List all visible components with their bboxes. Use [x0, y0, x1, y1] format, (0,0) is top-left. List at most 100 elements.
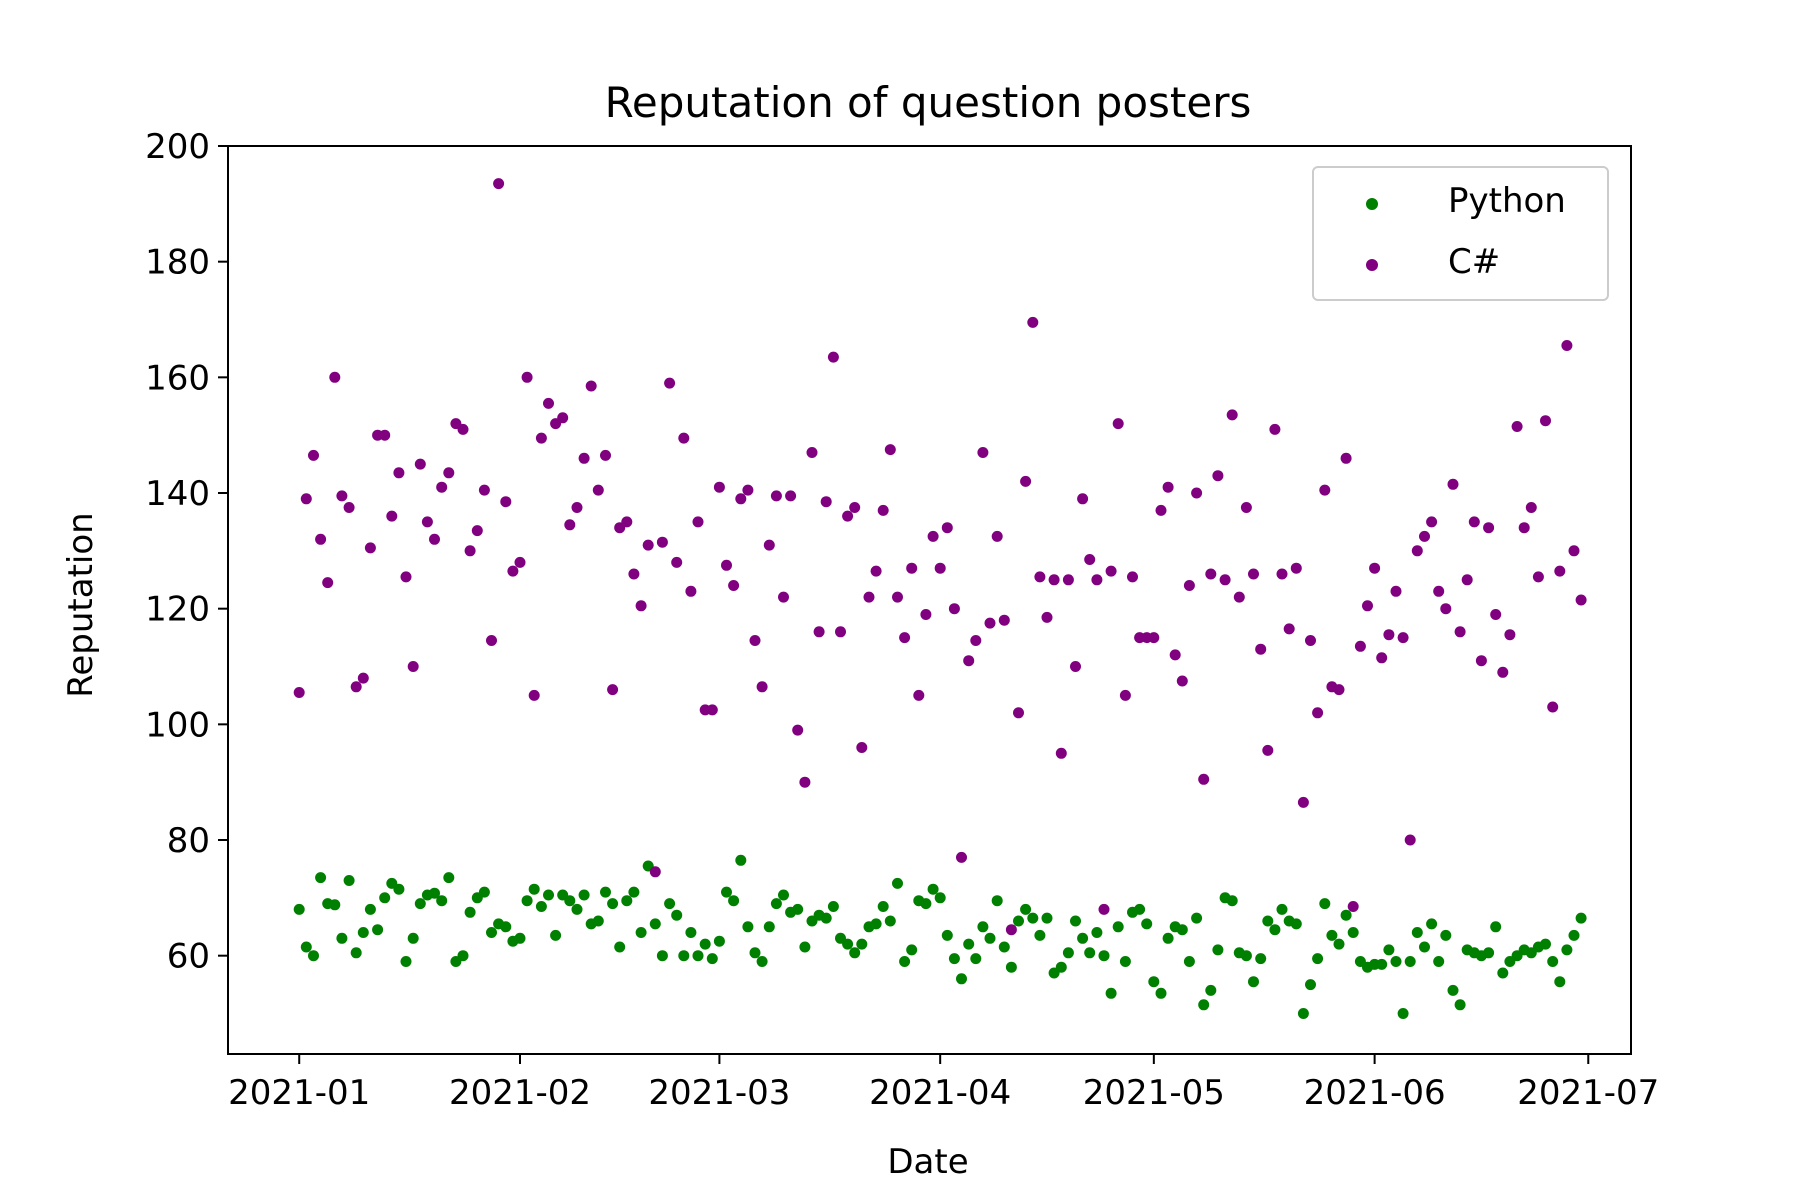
data-point [486, 927, 497, 938]
data-point [1297, 1008, 1309, 1019]
data-point [300, 493, 312, 505]
data-point [742, 484, 754, 496]
data-point [1226, 895, 1238, 907]
data-point [329, 371, 341, 383]
data-point [713, 481, 725, 493]
data-point [628, 568, 640, 580]
legend-marker-csharp [1366, 259, 1378, 271]
data-point [892, 877, 903, 889]
data-point [678, 950, 690, 962]
data-point [1347, 927, 1359, 938]
y-axis: 60 80 100 120 140 160 180 200 [145, 127, 228, 977]
data-point [1475, 655, 1487, 667]
data-point [1141, 918, 1153, 930]
data-point [1055, 747, 1067, 759]
data-point [899, 956, 911, 967]
data-point [1162, 481, 1174, 493]
data-point [1547, 701, 1559, 713]
data-point [1340, 452, 1352, 464]
data-point [300, 941, 312, 953]
data-point [1084, 947, 1096, 959]
data-point [315, 872, 327, 884]
data-point [1176, 675, 1188, 687]
data-point [478, 886, 490, 898]
data-point [528, 689, 540, 701]
data-point [386, 510, 398, 522]
data-point [464, 906, 476, 918]
data-point [1554, 976, 1566, 988]
data-point [770, 490, 782, 502]
data-point [507, 565, 519, 577]
data-point [906, 562, 918, 574]
data-point [1333, 938, 1345, 950]
data-point [343, 875, 355, 886]
data-point [1198, 773, 1210, 785]
data-point [336, 490, 348, 502]
data-point [1419, 530, 1430, 542]
data-point [877, 901, 889, 912]
data-point [1169, 649, 1181, 661]
data-point [293, 903, 305, 915]
data-point [998, 941, 1010, 953]
data-point [1490, 921, 1502, 933]
data-point [664, 898, 676, 910]
data-point [870, 565, 882, 577]
data-point [1440, 929, 1452, 941]
data-point [471, 525, 483, 537]
data-point [350, 947, 362, 959]
data-point [1255, 643, 1267, 655]
data-point [592, 484, 604, 496]
data-point [1411, 927, 1423, 938]
data-point [1191, 912, 1203, 924]
data-point [1540, 415, 1551, 427]
data-point [564, 895, 576, 907]
legend-label-csharp: C# [1448, 242, 1500, 282]
data-point [1305, 979, 1316, 991]
data-point [607, 684, 619, 696]
data-point [543, 889, 554, 901]
data-point [1155, 504, 1167, 516]
data-point [1511, 421, 1523, 432]
data-point [614, 941, 626, 953]
data-point [1454, 626, 1466, 638]
data-point [742, 921, 754, 933]
plot-area-frame [227, 145, 1632, 1055]
data-point [1205, 568, 1217, 580]
data-point [628, 886, 640, 898]
data-point [336, 932, 348, 944]
data-point [429, 887, 440, 899]
data-point [849, 502, 861, 513]
data-point [414, 458, 426, 470]
data-point [813, 626, 825, 638]
data-point [543, 397, 554, 409]
data-point [1376, 958, 1388, 970]
data-point [1525, 502, 1537, 513]
series-python [293, 854, 1587, 1019]
data-point [1305, 635, 1316, 646]
data-point [1112, 921, 1124, 933]
data-point [1048, 574, 1060, 586]
data-point [1262, 744, 1274, 756]
data-point [827, 901, 839, 912]
data-point [656, 950, 668, 962]
data-point [1070, 915, 1081, 927]
data-point [963, 938, 975, 950]
data-point [329, 899, 341, 911]
data-point [1119, 956, 1131, 967]
data-point [1340, 909, 1352, 921]
data-point [849, 947, 861, 959]
data-point [749, 947, 761, 959]
data-point [379, 429, 391, 441]
data-point [357, 927, 369, 938]
data-point [927, 883, 939, 895]
data-point [820, 496, 832, 508]
data-point [1554, 565, 1566, 577]
data-point [1148, 632, 1160, 644]
data-point [400, 956, 412, 967]
data-point [1326, 929, 1338, 941]
data-point [1319, 898, 1331, 910]
data-point [1383, 629, 1395, 641]
data-point [1419, 941, 1430, 953]
series-csharp [293, 178, 1587, 936]
